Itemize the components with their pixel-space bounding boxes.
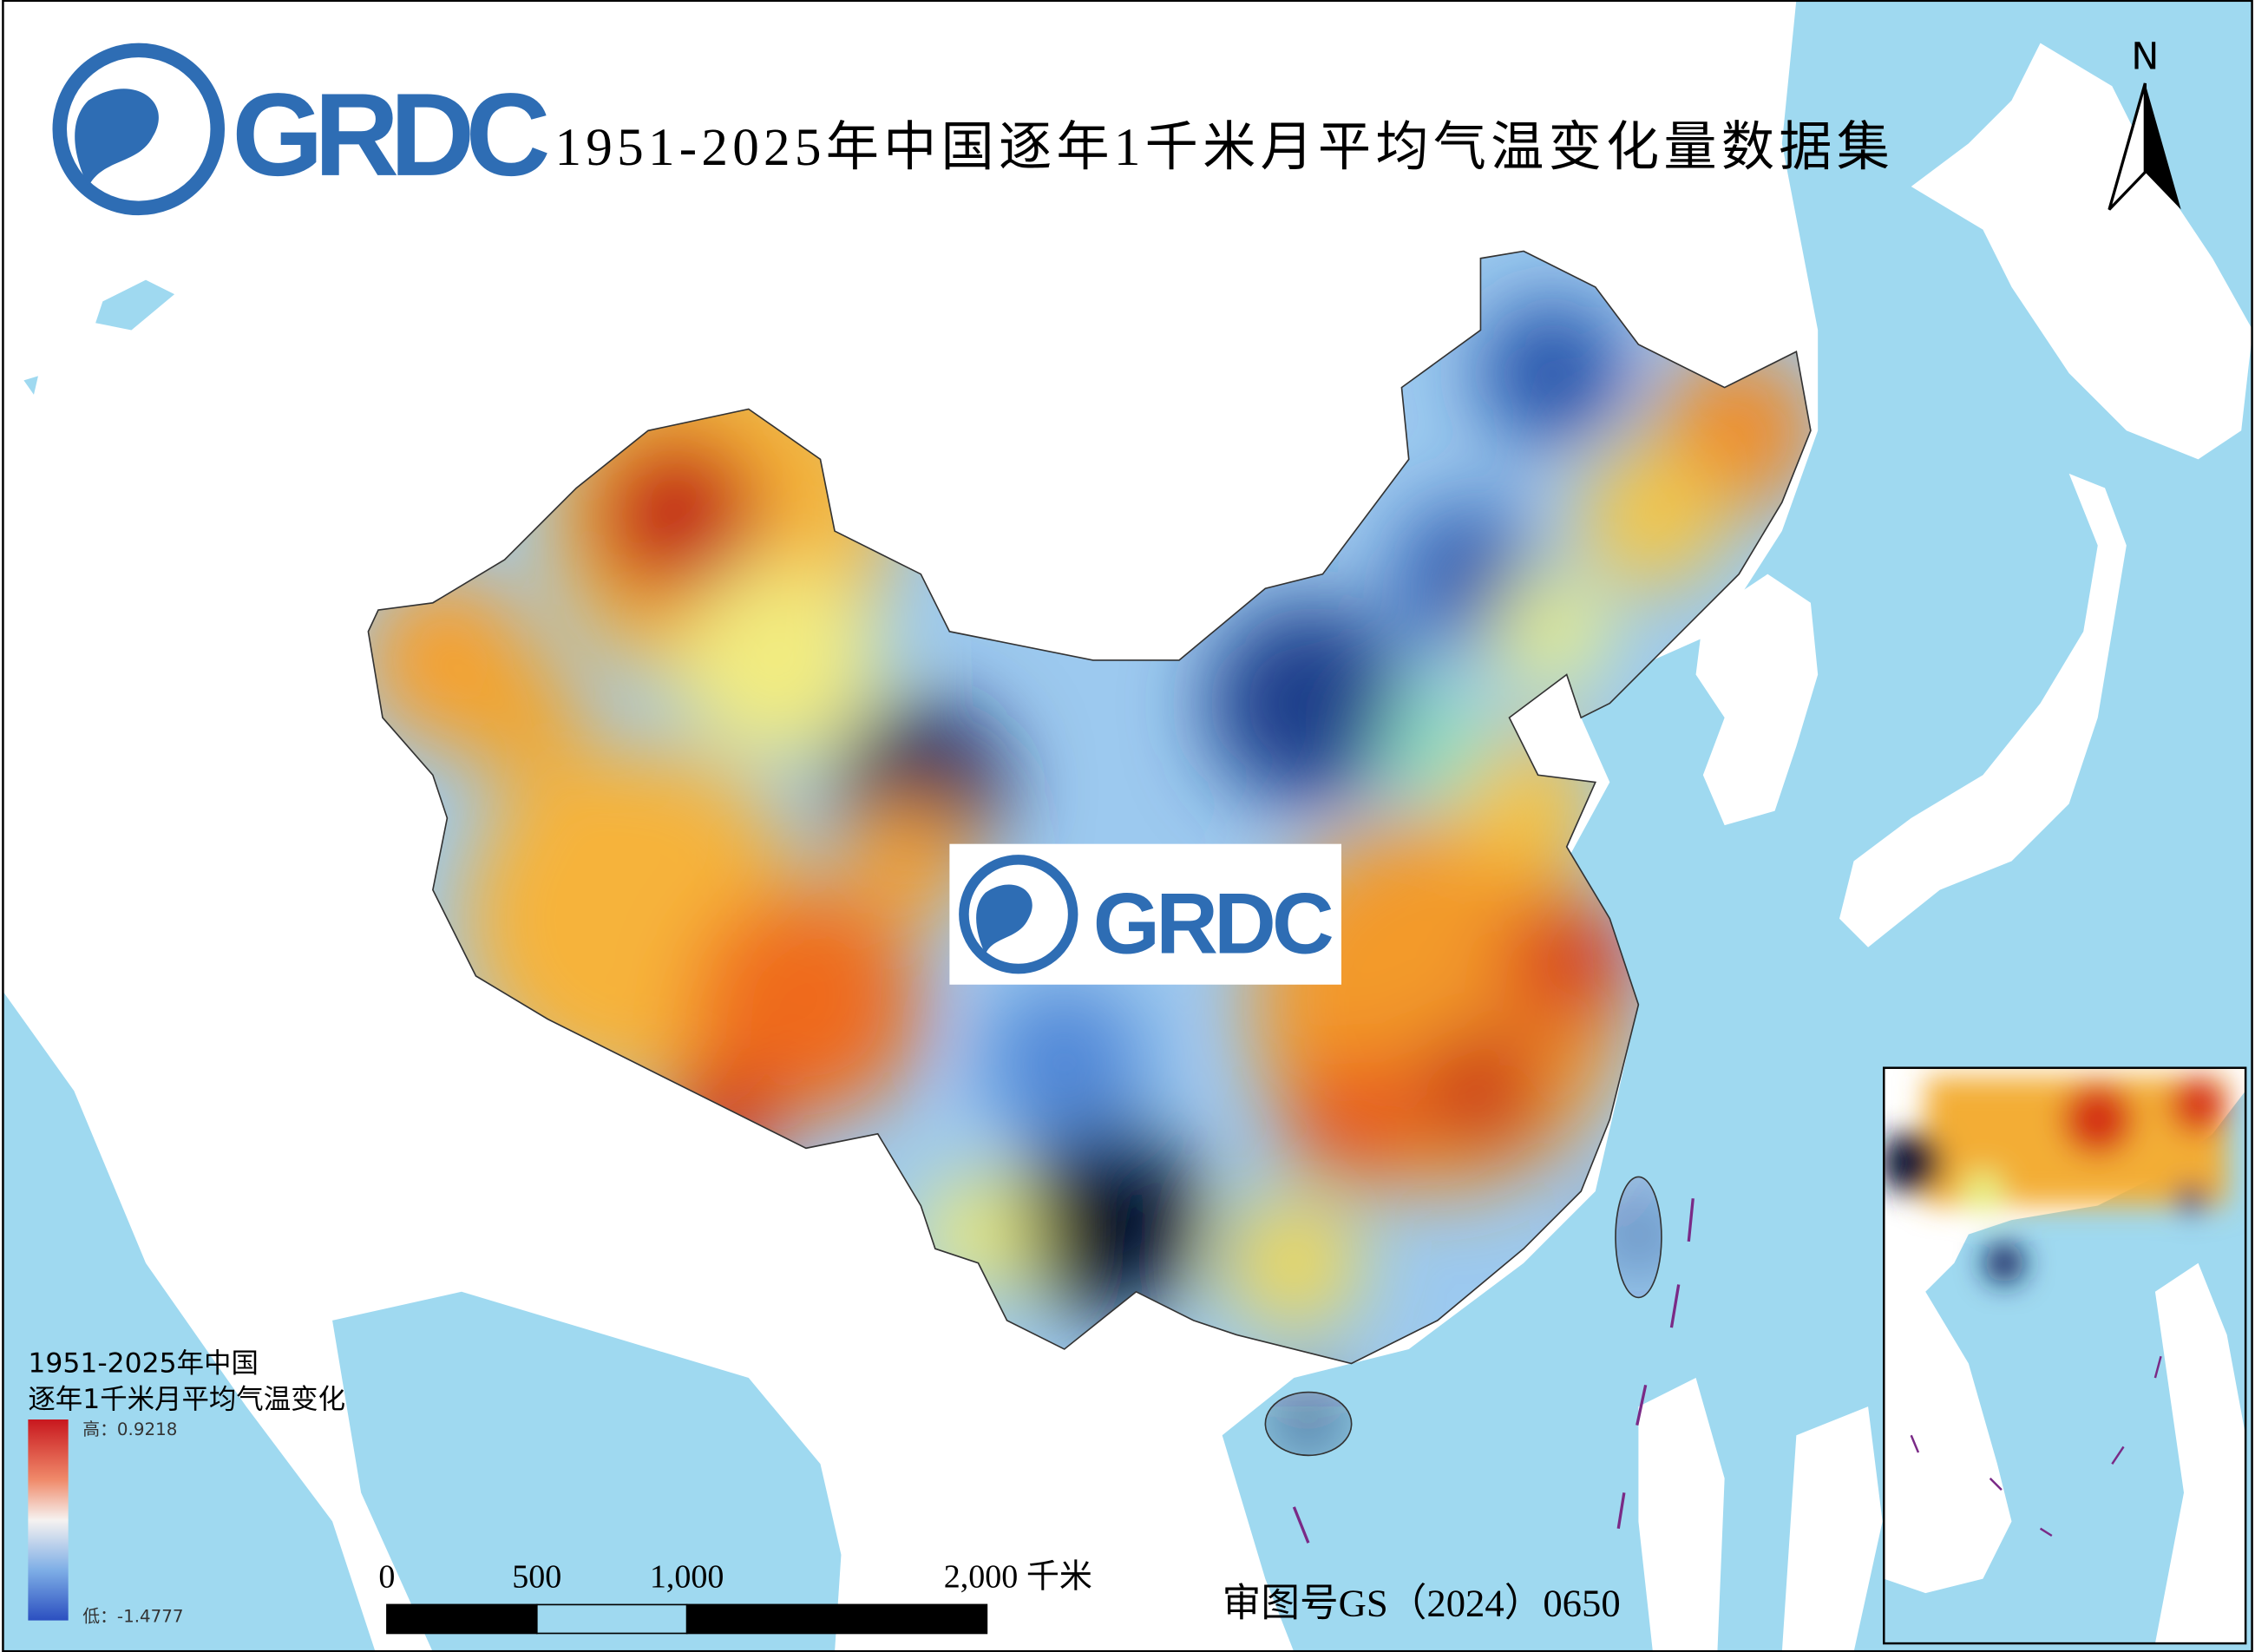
shape	[1287, 1054, 1416, 1184]
shape	[2039, 1527, 2053, 1537]
shape	[1013, 1126, 1201, 1314]
shape	[1961, 1170, 2005, 1213]
scale-label: 1,000	[650, 1559, 724, 1596]
logo-swoosh	[75, 88, 159, 187]
sea	[2, 990, 376, 1652]
shape	[1884, 1131, 1944, 1195]
legend-high: 高：0.9218	[82, 1419, 177, 1439]
title: 1951-2025年中国逐年1千米月平均气温变化量数据集	[554, 118, 1889, 177]
legend: 1951-2025年中国 逐年1千米月平均气温变化 高：0.9218 低：-1.…	[28, 1347, 345, 1626]
shape	[2169, 1076, 2227, 1134]
shape	[1272, 1385, 1345, 1456]
korea	[1695, 574, 1819, 826]
legend-low: 低：-1.4777	[82, 1606, 183, 1626]
legend-title: 1951-2025年中国	[28, 1347, 259, 1379]
review-number: 审图号GS（2024）0650	[1223, 1582, 1621, 1625]
inset-heat	[1884, 1076, 2227, 1283]
shape	[2111, 1446, 2125, 1465]
shape	[691, 889, 921, 1120]
shape	[2153, 1355, 2162, 1379]
scale-segment	[535, 1603, 688, 1635]
land	[835, 1435, 1122, 1652]
scale-bar: 0 500 1,000 2,000 千米	[378, 1559, 1092, 1635]
shape	[1616, 1492, 1626, 1529]
shape	[590, 430, 764, 603]
lake	[23, 279, 175, 395]
shape	[2062, 1083, 2134, 1156]
inset-land	[2154, 1262, 2246, 1644]
shape	[1229, 1198, 1359, 1328]
scale-label: 0	[378, 1559, 395, 1596]
shape	[454, 652, 584, 783]
shape	[1415, 1026, 1545, 1156]
shape	[1910, 1434, 1920, 1453]
inset-map	[1883, 1066, 2247, 1645]
north-label: N	[2131, 35, 2159, 78]
logo-globe	[52, 43, 225, 216]
inset-content	[1884, 1067, 2246, 1644]
scale-segment	[685, 1603, 988, 1635]
scale-label: 500	[512, 1559, 561, 1596]
shape	[677, 560, 878, 761]
shape	[1636, 1384, 1648, 1426]
north-arrow-left	[2108, 82, 2147, 211]
shape	[985, 983, 1144, 1142]
inset-frame	[1883, 1066, 2247, 1645]
shape	[1687, 1198, 1695, 1242]
center-logo-globe	[959, 855, 1078, 974]
shape	[1208, 602, 1409, 804]
logo: GRDC	[52, 43, 551, 216]
shape	[1581, 444, 1725, 589]
shape	[842, 796, 972, 926]
shape	[1480, 301, 1624, 445]
legend-title: 逐年1千米月平均气温变化	[28, 1384, 345, 1415]
shape	[1609, 1205, 1668, 1263]
center-logo-swoosh	[976, 884, 1032, 955]
logo-text: GRDC	[232, 69, 550, 200]
scale-label: 2,000 千米	[944, 1559, 1092, 1596]
shape	[1292, 1506, 1310, 1544]
land	[1911, 43, 2253, 460]
scale-segment	[386, 1603, 538, 1635]
shape	[1984, 1242, 2025, 1283]
shape	[1669, 1284, 1681, 1328]
inset-nine-dash-line	[1910, 1355, 2162, 1537]
shape	[2176, 1183, 2206, 1213]
japan	[1839, 473, 2127, 947]
shape	[1502, 896, 1632, 1026]
center-logo: GRDC	[949, 843, 1341, 985]
shape	[1380, 689, 1495, 804]
sea	[332, 1291, 864, 1652]
philippines	[1638, 1378, 1883, 1652]
legend-ramp	[28, 1419, 69, 1621]
nine-dash-line	[1292, 1198, 1695, 1544]
shape	[1989, 1477, 2003, 1491]
center-logo-text: GRDC	[1093, 875, 1334, 972]
shape	[1494, 574, 1610, 690]
